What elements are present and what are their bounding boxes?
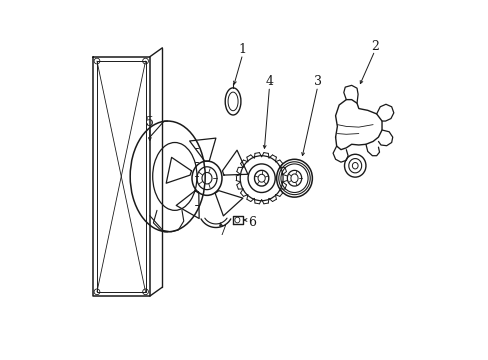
Text: 5: 5 — [145, 116, 153, 129]
Text: 2: 2 — [370, 40, 378, 53]
Text: 6: 6 — [247, 216, 255, 229]
Text: 4: 4 — [265, 75, 273, 88]
Text: 3: 3 — [313, 75, 321, 88]
Text: 7: 7 — [219, 225, 226, 238]
Text: 1: 1 — [238, 43, 246, 56]
